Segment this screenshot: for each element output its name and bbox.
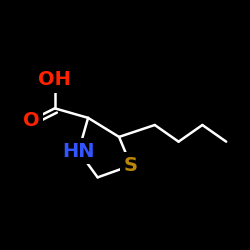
Text: S: S [124,156,138,175]
Text: HN: HN [62,142,95,161]
Text: O: O [23,111,39,130]
Text: OH: OH [38,70,71,89]
